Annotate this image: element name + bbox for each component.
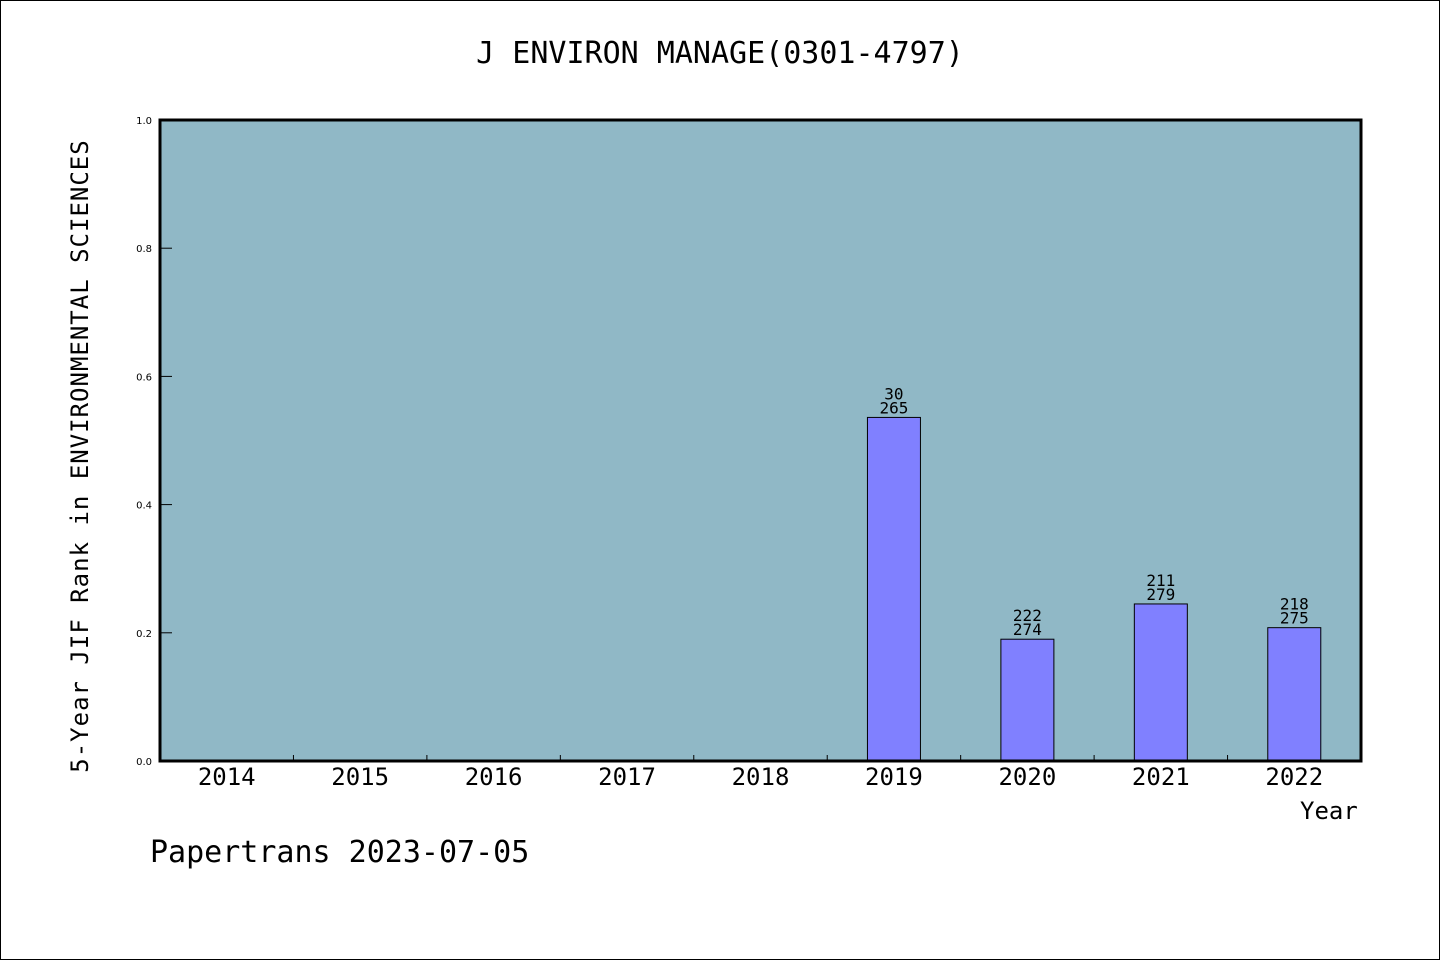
x-tick-label: 2015 xyxy=(331,763,389,791)
x-axis-label: Year xyxy=(1300,797,1358,825)
x-tick-label: 2018 xyxy=(732,763,790,791)
x-tick-label: 2014 xyxy=(198,763,256,791)
bar-2022 xyxy=(1267,627,1322,762)
x-tick-label: 2016 xyxy=(465,763,523,791)
bar-2020 xyxy=(1000,638,1055,762)
y-tick-label: 1.0 xyxy=(136,116,152,127)
bar-label-rank: 30 xyxy=(884,384,903,403)
bar-label-rank: 218 xyxy=(1280,595,1309,614)
bar-label-total: 275 xyxy=(1280,609,1309,628)
bar-2019 xyxy=(866,416,921,762)
bar-label-total: 265 xyxy=(879,398,908,417)
y-tick-label: 0.6 xyxy=(136,372,152,383)
x-tick-label: 2019 xyxy=(865,763,923,791)
bar-label-rank: 211 xyxy=(1146,571,1175,590)
bar-2021 xyxy=(1133,603,1188,762)
bar-label-total: 274 xyxy=(1013,620,1042,639)
x-tick-label: 2020 xyxy=(998,763,1056,791)
chart-title: J ENVIRON MANAGE(0301-4797) xyxy=(476,36,964,71)
bar-label-total: 279 xyxy=(1146,585,1175,604)
footer-watermark: Papertrans 2023-07-05 xyxy=(150,835,530,870)
y-tick-label: 0.4 xyxy=(136,501,152,512)
plot-border xyxy=(158,118,1363,763)
x-tick-label: 2022 xyxy=(1265,763,1323,791)
x-tick-label: 2017 xyxy=(598,763,656,791)
y-tick-label: 0.8 xyxy=(136,244,152,255)
bar-label-rank: 222 xyxy=(1013,606,1042,625)
y-tick-label: 0.2 xyxy=(136,629,152,640)
y-tick-label: 0.0 xyxy=(136,757,152,768)
x-tick-label: 2021 xyxy=(1132,763,1190,791)
